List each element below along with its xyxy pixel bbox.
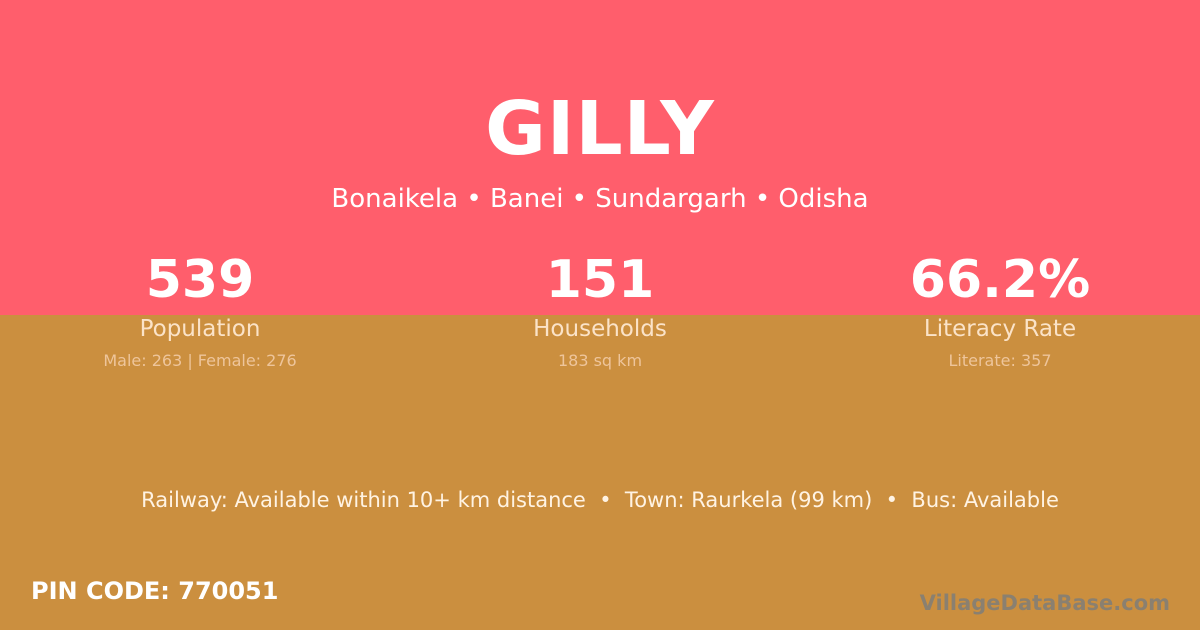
site-logo: VillageDataBase.com [919, 591, 1170, 615]
stat-literacy: 66.2% Literacy Rate Literate: 357 [800, 248, 1200, 372]
stat-label: Households [533, 316, 667, 342]
pin-code: PIN CODE: 770051 [31, 577, 279, 605]
location-breadcrumb: Bonaikela • Banei • Sundargarh • Odisha [331, 184, 869, 214]
transport-info: Railway: Available within 10+ km distanc… [141, 488, 1059, 512]
stat-population: 539 Population Male: 263 | Female: 276 [0, 248, 400, 372]
stat-value: 66.2% [909, 250, 1091, 310]
stat-households: 151 Households 183 sq km [400, 248, 800, 372]
stat-value: 539 [145, 250, 255, 310]
stat-label: Population [139, 316, 261, 342]
footer-band [0, 315, 1200, 630]
stat-value: 151 [545, 250, 655, 310]
stat-detail: Male: 263 | Female: 276 [103, 351, 297, 370]
village-name: GILLY [485, 86, 715, 172]
stat-detail: Literate: 357 [948, 351, 1052, 370]
stat-label: Literacy Rate [923, 316, 1077, 342]
stat-detail: 183 sq km [557, 351, 643, 370]
header-band [0, 0, 1200, 315]
